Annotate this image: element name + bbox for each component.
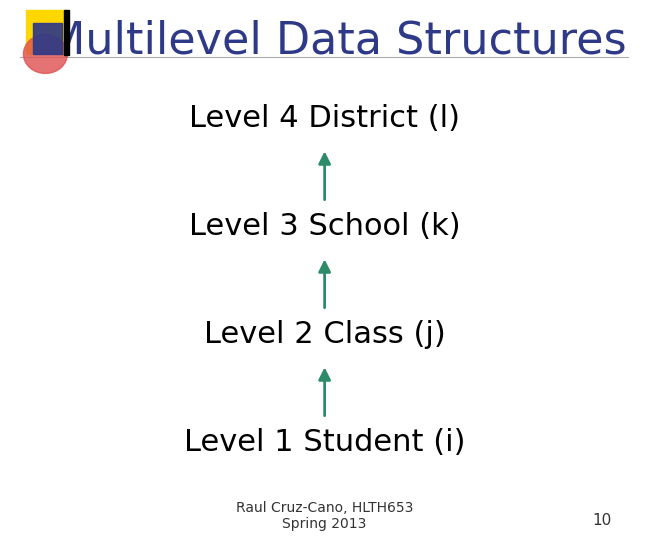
Ellipse shape (23, 35, 68, 73)
Text: 10: 10 (592, 513, 611, 528)
Text: Level 1 Student (i): Level 1 Student (i) (184, 428, 466, 457)
Text: Level 2 Class (j): Level 2 Class (j) (204, 320, 446, 349)
Text: Level 4 District (l): Level 4 District (l) (189, 104, 460, 133)
Bar (34, 23, 62, 54)
Bar (64, 10, 69, 55)
Text: Multilevel Data Structures: Multilevel Data Structures (47, 19, 626, 62)
Text: Raul Cruz-Cano, HLTH653
Spring 2013: Raul Cruz-Cano, HLTH653 Spring 2013 (236, 501, 413, 531)
Text: Level 3 School (k): Level 3 School (k) (189, 212, 460, 241)
Bar (26, 10, 66, 54)
